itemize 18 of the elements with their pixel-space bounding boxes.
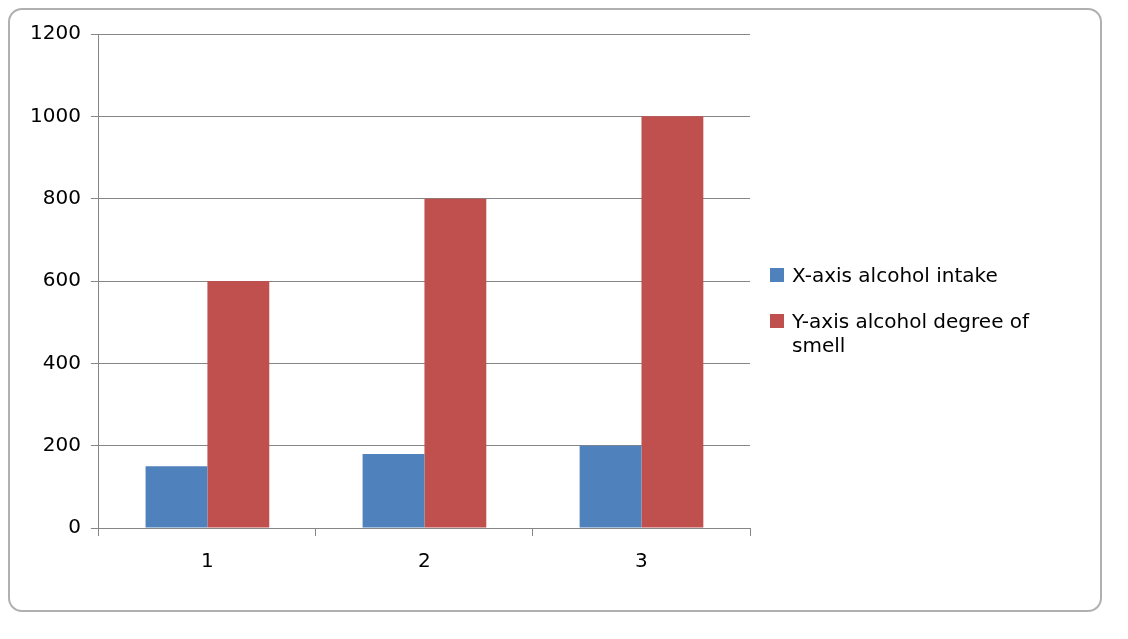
bar xyxy=(145,466,208,528)
legend-label: Y-axis alcohol degree of smell xyxy=(792,309,1031,357)
x-tick-label: 2 xyxy=(418,548,431,573)
x-tick-label: 3 xyxy=(635,548,648,573)
bar xyxy=(424,198,487,528)
y-tick-label: 0 xyxy=(68,514,81,539)
bar xyxy=(362,453,425,528)
bar xyxy=(207,281,270,528)
bar xyxy=(641,116,704,528)
y-tick-label: 1000 xyxy=(29,102,81,127)
x-tick-label: 1 xyxy=(201,548,214,573)
legend-label: X-axis alcohol intake xyxy=(792,263,998,287)
y-tick-label: 600 xyxy=(42,267,81,292)
y-tick-label: 800 xyxy=(42,184,81,209)
y-tick-label: 400 xyxy=(42,349,81,374)
y-tick-label: 1200 xyxy=(29,20,81,45)
y-tick-label: 200 xyxy=(42,431,81,456)
bar xyxy=(579,445,642,528)
